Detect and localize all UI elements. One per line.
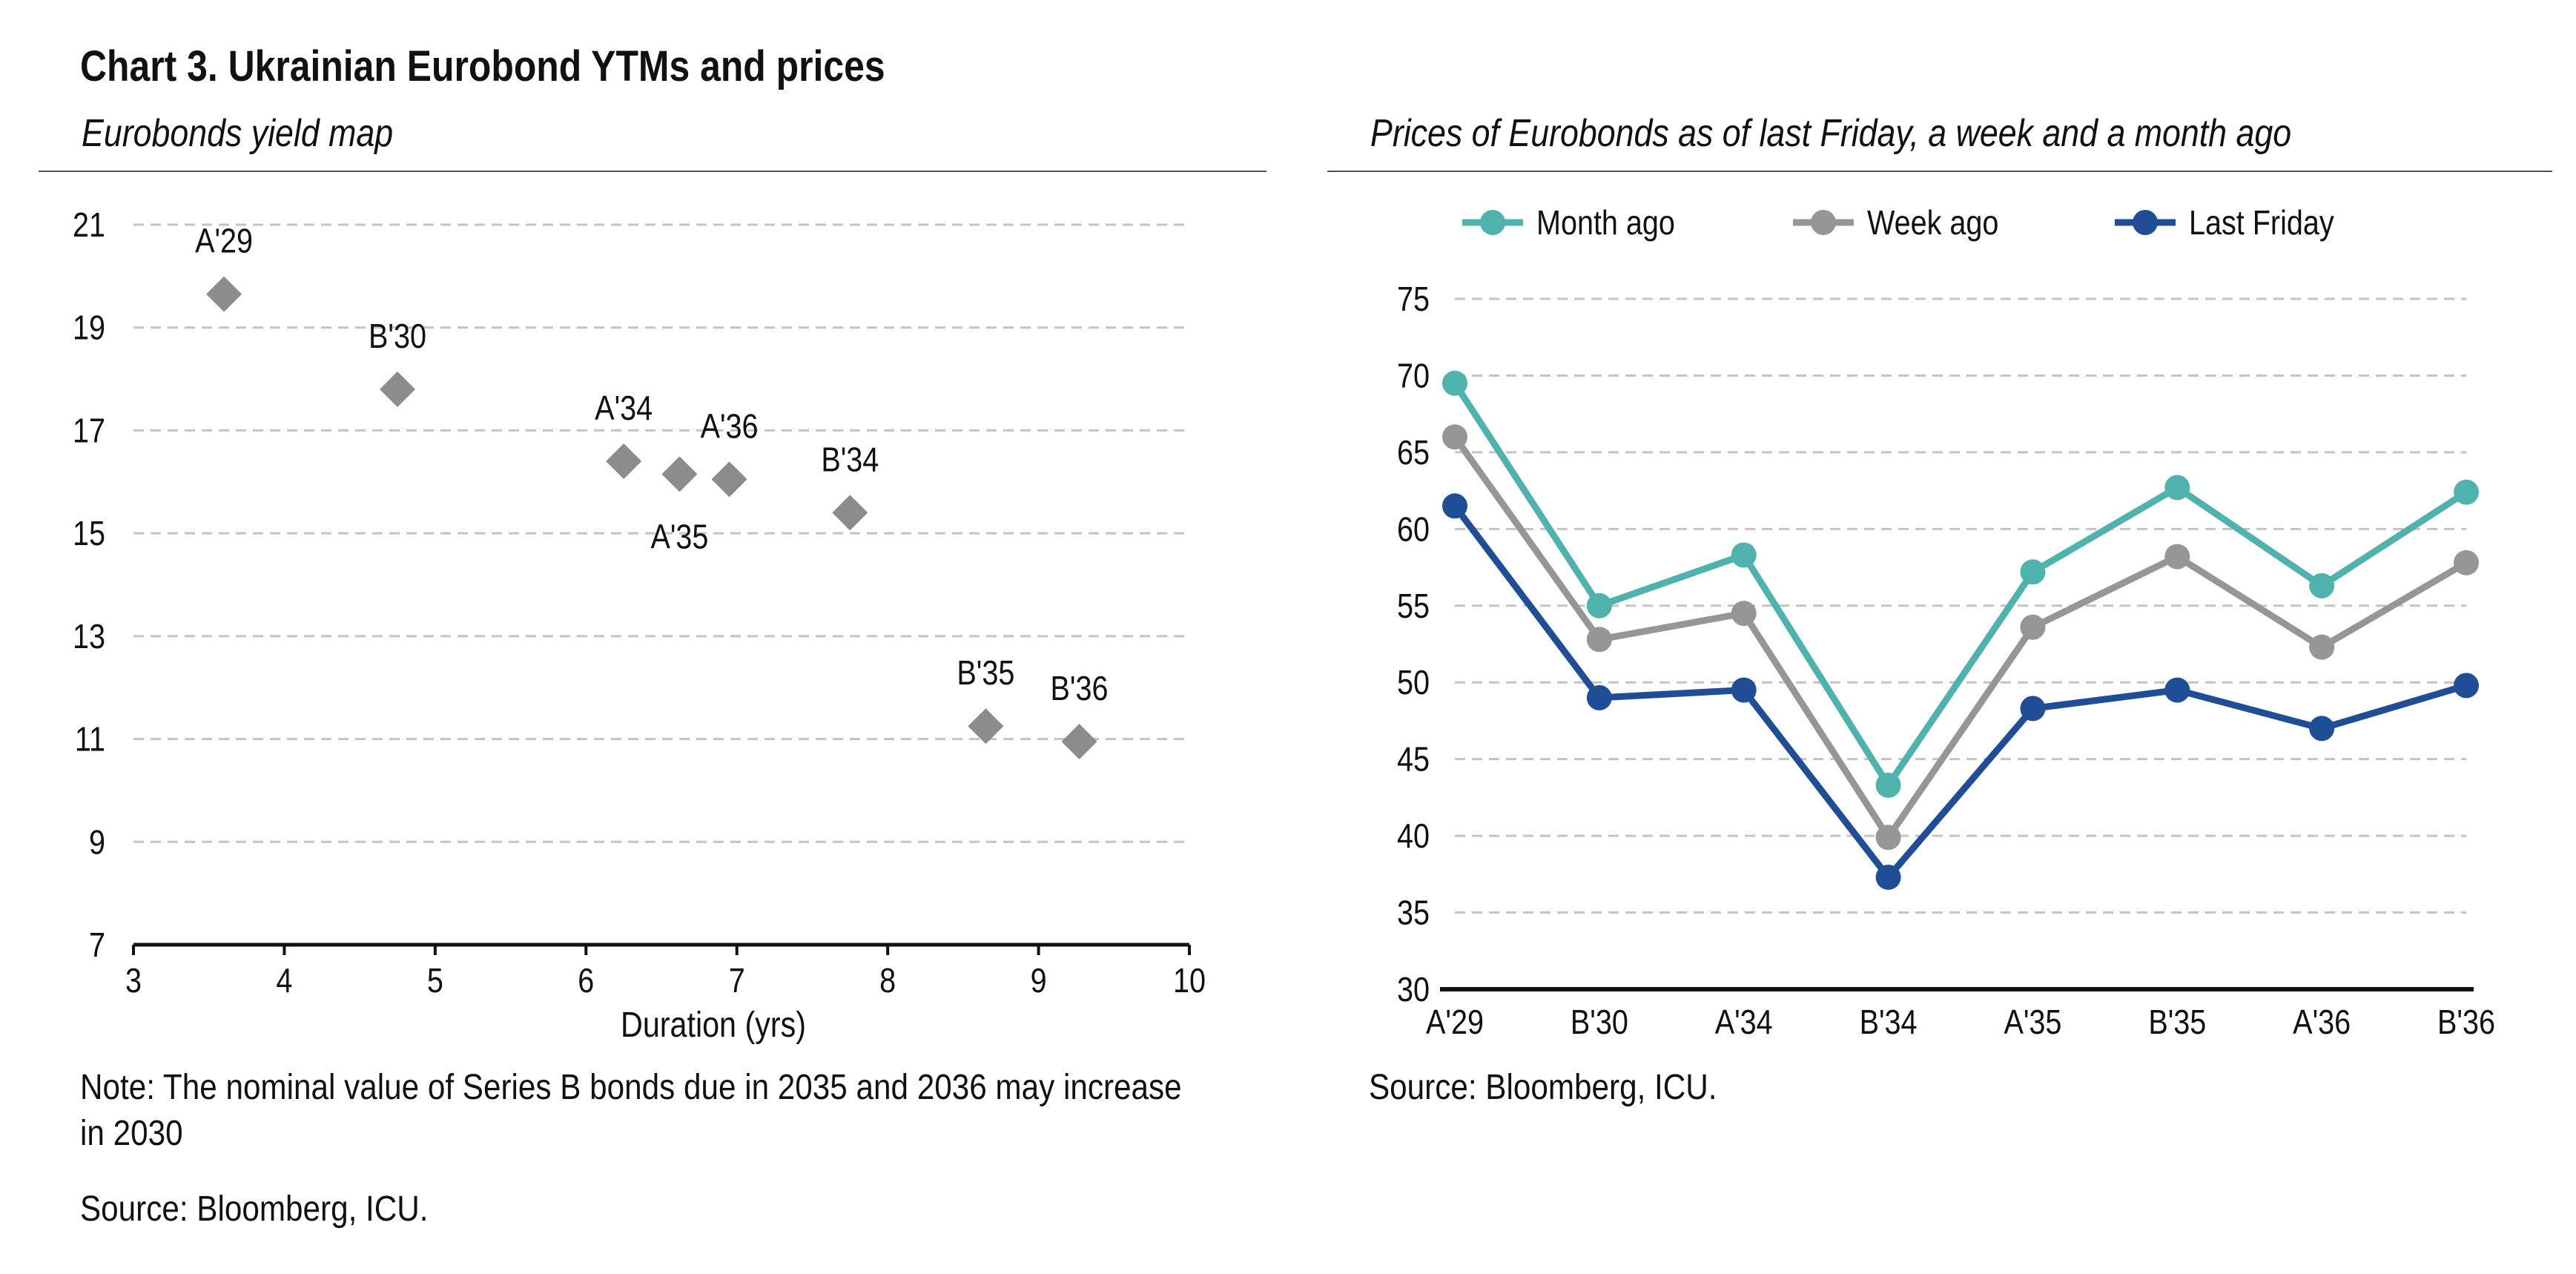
y-tick-label: 50 — [1397, 664, 1430, 702]
y-tick-label: 45 — [1397, 741, 1430, 779]
y-tick-label: 7 — [89, 926, 105, 964]
right-source: Source: Bloomberg, ICU. — [1369, 1068, 1717, 1107]
scatter-point — [711, 461, 747, 498]
x-tick-label: 6 — [578, 962, 594, 1000]
series-point — [2309, 634, 2335, 660]
x-axis-title: Duration (yrs) — [621, 1005, 806, 1045]
x-tick-label: A'36 — [2293, 1003, 2351, 1041]
y-tick-label: 35 — [1397, 894, 1430, 932]
left-chart-subtitle: Eurobonds yield map — [82, 112, 394, 155]
point-label: A'34 — [595, 389, 653, 427]
x-tick-label: 10 — [1173, 962, 1206, 1000]
series-point — [2020, 696, 2046, 722]
series-point — [1586, 684, 1612, 710]
left-title-rule — [39, 171, 1266, 172]
y-tick-label: 75 — [1397, 280, 1430, 318]
x-tick-label: 5 — [427, 962, 443, 1000]
y-tick-label: 40 — [1397, 817, 1430, 855]
y-tick-label: 55 — [1397, 587, 1430, 625]
scatter-point — [206, 276, 242, 312]
left-source: Source: Bloomberg, ICU. — [80, 1189, 429, 1229]
point-label: B'36 — [1051, 670, 1109, 707]
series-point — [2020, 614, 2046, 640]
right-chart-subtitle: Prices of Eurobonds as of last Friday, a… — [1370, 112, 2292, 155]
series-point — [1875, 772, 1901, 798]
x-tick-label: 7 — [729, 962, 745, 1000]
series-point — [2454, 549, 2479, 575]
series-point — [1875, 864, 1901, 890]
point-label: A'29 — [195, 222, 253, 260]
series-point — [1586, 593, 1612, 618]
x-tick-label: B'30 — [1571, 1003, 1628, 1041]
series-point — [2454, 479, 2479, 505]
y-tick-label: 60 — [1397, 511, 1430, 549]
y-tick-label: 65 — [1397, 434, 1430, 472]
page-title: Chart 3. Ukrainian Eurobond YTMs and pri… — [80, 42, 885, 90]
x-tick-label: B'34 — [1860, 1003, 1918, 1041]
y-tick-label: 9 — [89, 824, 105, 862]
scatter-point — [968, 708, 1004, 745]
x-tick-label: 3 — [125, 962, 142, 1000]
right-title-rule — [1327, 171, 2552, 172]
series-line — [1452, 504, 2468, 881]
legend-marker — [1480, 210, 1505, 235]
series-point — [1731, 601, 1757, 627]
scatter-point — [661, 456, 698, 492]
series-point — [2454, 673, 2479, 699]
legend-marker — [2133, 210, 2158, 235]
scatter-point — [1061, 724, 1097, 760]
y-tick-label: 17 — [73, 412, 105, 450]
scatter-point — [380, 371, 415, 407]
point-label: A'36 — [701, 408, 759, 446]
y-tick-label: 30 — [1397, 971, 1430, 1009]
series-line — [1452, 435, 2468, 841]
x-tick-label: A'35 — [2004, 1003, 2061, 1041]
y-tick-label: 15 — [73, 515, 105, 552]
series-point — [2309, 716, 2335, 742]
series-point — [1875, 825, 1901, 851]
x-tick-label: B'36 — [2437, 1003, 2495, 1041]
y-tick-label: 19 — [73, 309, 105, 347]
series-point — [2164, 475, 2190, 501]
series-point — [1731, 542, 1757, 568]
series-point — [1442, 493, 1467, 519]
series-line — [1452, 381, 2468, 789]
series-point — [2309, 572, 2335, 598]
point-label: B'30 — [369, 317, 426, 355]
series-point — [1442, 370, 1467, 396]
series-point — [2020, 559, 2046, 585]
x-tick-label: 4 — [276, 962, 292, 1000]
x-tick-label: 9 — [1031, 962, 1047, 1000]
series-point — [2164, 677, 2190, 703]
legend-label: Month ago — [1536, 204, 1675, 242]
scatter-point — [606, 443, 642, 480]
left-note: Note: The nominal value of Series B bond… — [80, 1068, 1182, 1153]
x-tick-label: A'34 — [1715, 1003, 1773, 1041]
y-tick-label: 70 — [1397, 357, 1430, 395]
legend-label: Week ago — [1867, 204, 1998, 242]
legend-marker — [1811, 210, 1836, 235]
point-label: B'34 — [821, 441, 879, 479]
legend-label: Last Friday — [2189, 204, 2334, 242]
series-point — [1731, 677, 1757, 703]
y-tick-label: 11 — [75, 721, 105, 759]
y-tick-label: 21 — [73, 206, 105, 244]
series-point — [2164, 544, 2190, 570]
series-point — [1442, 424, 1467, 450]
x-tick-label: A'29 — [1426, 1003, 1484, 1041]
x-tick-label: 8 — [879, 962, 896, 1000]
x-tick-label: B'35 — [2148, 1003, 2206, 1041]
series-point — [1586, 627, 1612, 653]
point-label: B'35 — [957, 654, 1014, 692]
point-label: A'35 — [650, 518, 708, 556]
y-tick-label: 13 — [73, 618, 105, 656]
scatter-point — [832, 495, 868, 531]
